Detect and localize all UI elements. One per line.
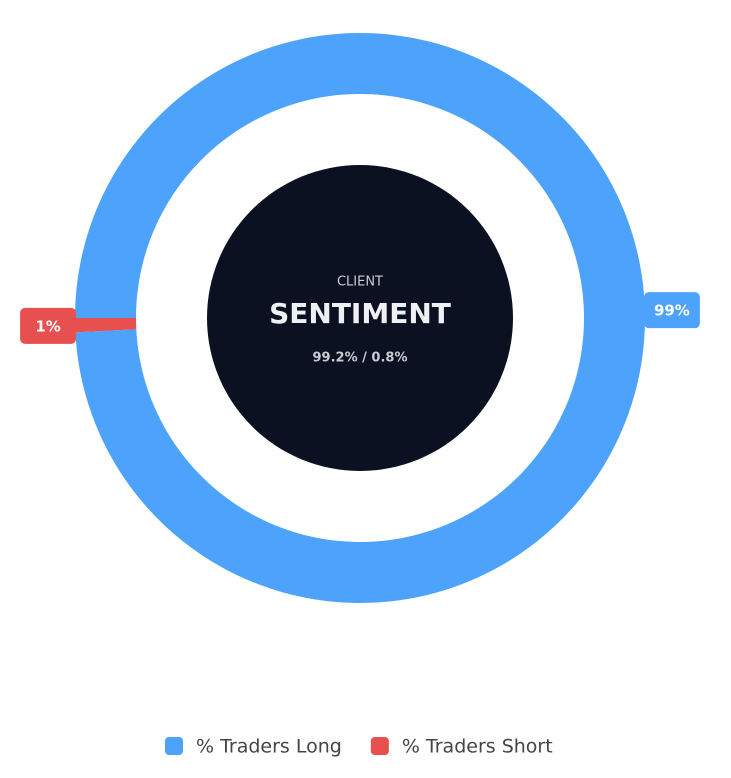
center-label: CLIENT [337,275,383,290]
legend-label: % Traders Long [196,736,342,758]
value-label-text: 1% [35,317,60,335]
value-label: 99% [643,292,700,329]
center-disc [207,165,513,471]
center-subtitle: 99.2% / 0.8% [313,351,408,366]
legend-swatch [165,737,183,755]
value-label-bg [20,307,77,344]
slice [75,318,137,333]
center-title: SENTIMENT [269,297,451,330]
legend-label: % Traders Short [402,736,553,758]
value-label-bg [643,292,700,329]
legend-swatch [370,737,389,755]
value-label-text: 99% [654,302,690,320]
value-label: 1% [20,307,77,344]
